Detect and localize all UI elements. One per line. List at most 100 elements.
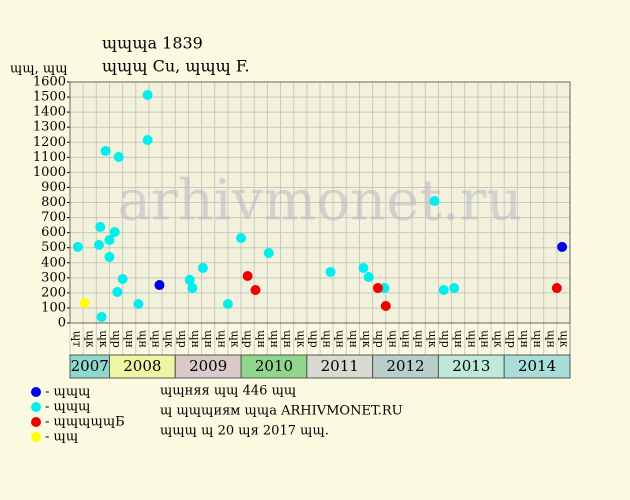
column-label: ɰк [492, 330, 505, 347]
year-band [503, 354, 571, 379]
column-label: ɰн [544, 330, 557, 348]
column-label: ɰн [347, 330, 360, 348]
watermark: arhivmonet.ru [118, 169, 523, 234]
point [96, 311, 107, 322]
point [109, 227, 120, 238]
year-label: 2007 [71, 357, 109, 375]
point [449, 283, 460, 294]
column-label: ɰр [373, 330, 386, 347]
column-label: ɰр [110, 330, 123, 347]
point [154, 280, 165, 291]
column-label: ɰн [452, 330, 465, 348]
legend-marker [31, 402, 41, 412]
column-label: ɰн [386, 330, 399, 348]
note: ɰɰняя ɰɰ 446 ɰɰ [160, 384, 296, 399]
point [363, 272, 374, 283]
point [250, 285, 261, 296]
column-label: ɰн [202, 330, 215, 348]
point [100, 145, 111, 156]
legend-label: - ɰɰɰ [45, 400, 91, 415]
column-label: ɰр [307, 330, 320, 347]
y-tick-label: 400 [41, 255, 66, 270]
column-label: ɰн [281, 330, 294, 348]
year-label: 2011 [321, 357, 359, 375]
column-label: ɰр [242, 330, 255, 347]
note: ɰɰɰ ɰ 20 ɰя 2017 ɰɰ. [160, 424, 329, 439]
column-label: ɰн [268, 330, 281, 348]
year-label: 2014 [518, 357, 556, 375]
year-label: 2012 [386, 357, 424, 375]
y-tick-label: 900 [41, 180, 66, 195]
y-axis-label: ɰɰ, ɰɰ [10, 62, 68, 77]
column-label: ɰн [150, 330, 163, 348]
y-tick-label: 1400 [33, 105, 66, 120]
point [184, 274, 195, 285]
point [113, 152, 124, 163]
column-label: ɰн [321, 330, 334, 348]
point [325, 266, 336, 277]
column-label: ɰн [413, 330, 426, 348]
point [242, 271, 253, 282]
point [187, 283, 198, 294]
y-tick-label: 700 [41, 210, 66, 225]
column-label: ɰн [531, 330, 544, 348]
point [438, 285, 449, 296]
y-tick-label: 300 [41, 270, 66, 285]
column-label: ɰн [465, 330, 478, 348]
column-label: ɰн [400, 330, 413, 348]
column-label: ɰн [189, 330, 202, 348]
column-label: ɰн [518, 330, 531, 348]
point [197, 263, 208, 274]
column-label: ɰр [505, 330, 518, 347]
point [142, 89, 153, 100]
column-label: ɰк [557, 330, 570, 347]
point [236, 233, 247, 244]
y-tick-label: 1000 [33, 165, 66, 180]
y-tick-label: 1300 [33, 120, 66, 135]
chart-title: ɰɰɰa 1839 [102, 34, 203, 53]
point [72, 241, 83, 252]
column-label: ɰр [439, 330, 452, 347]
point [380, 300, 391, 311]
plot-border [69, 81, 571, 324]
point [95, 222, 106, 233]
column-label: ɰк [294, 330, 307, 347]
point [222, 299, 233, 310]
y-tick-label: 1500 [33, 90, 66, 105]
note: ɰ ɰɰɰиям ɰɰa ARHIVMONET.RU [160, 404, 403, 419]
legend-marker [31, 387, 41, 397]
y-tick-label: 800 [41, 195, 66, 210]
column-label: ɰк [163, 330, 176, 347]
point [117, 274, 128, 285]
y-tick-label: 100 [41, 300, 66, 315]
year-label: 2010 [255, 357, 293, 375]
y-tick-label: 500 [41, 240, 66, 255]
point [142, 134, 153, 145]
y-tick-label: 1600 [33, 75, 66, 90]
y-tick-label: 1200 [33, 135, 66, 150]
y-tick-label: 1100 [33, 150, 66, 165]
column-label: ɰн [215, 330, 228, 348]
legend-marker [31, 432, 41, 442]
y-tick-label: 200 [41, 285, 66, 300]
point [429, 195, 440, 206]
point [112, 286, 123, 297]
column-label: ɰк [84, 330, 97, 347]
point [557, 241, 568, 252]
point [104, 235, 115, 246]
point [93, 239, 104, 250]
column-label: ɰн [478, 330, 491, 348]
point [358, 263, 369, 274]
legend-label: - ɰɰɰɰɰБ [45, 415, 125, 430]
point [133, 299, 144, 310]
legend-marker [31, 417, 41, 427]
point [79, 297, 90, 308]
column-label: ɰн [334, 330, 347, 348]
y-tick-label: 0 [58, 316, 66, 331]
point [104, 252, 115, 263]
column-label: ɰн [136, 330, 149, 348]
point [551, 283, 562, 294]
column-label: ɰр [176, 330, 189, 347]
year-label: 2009 [189, 357, 227, 375]
